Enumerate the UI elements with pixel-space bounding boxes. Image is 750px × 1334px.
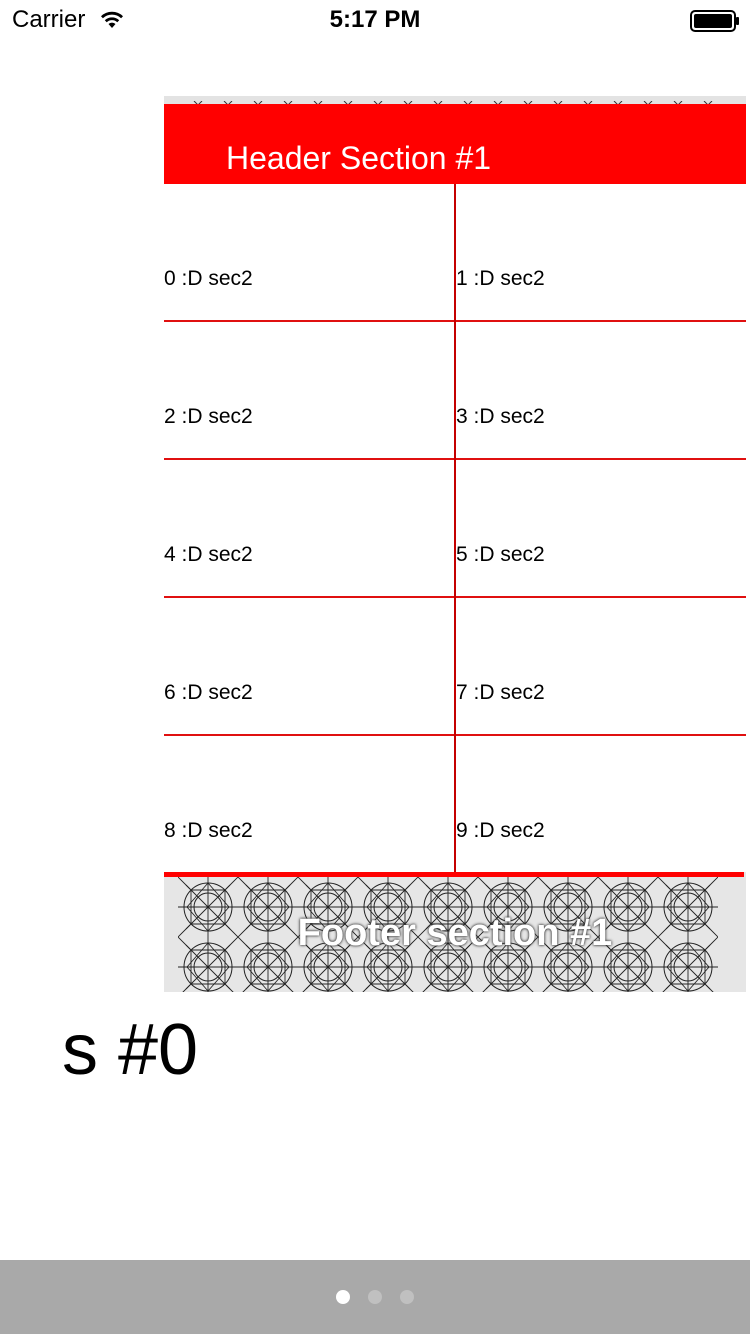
page-indicator-dot[interactable]: [400, 1290, 414, 1304]
pattern-background: [164, 96, 746, 104]
section-footer-title: Footer section #1: [297, 912, 613, 954]
grid-cell[interactable]: 0 :D sec2: [164, 184, 455, 322]
cell-label: 6 :D sec2: [164, 681, 253, 704]
section-footer: Footer section #1: [164, 872, 746, 992]
grid-cell[interactable]: 9 :D sec2: [456, 736, 747, 874]
page-control-bar: [0, 1260, 750, 1334]
cell-label: 4 :D sec2: [164, 543, 253, 566]
grid-cell[interactable]: 2 :D sec2: [164, 322, 455, 460]
battery-icon: [690, 10, 739, 32]
cell-label: 1 :D sec2: [456, 267, 545, 290]
grid-cell[interactable]: 4 :D sec2: [164, 460, 455, 598]
cell-label: 3 :D sec2: [456, 405, 545, 428]
page-indicator-dot-active[interactable]: [336, 1290, 350, 1304]
cell-label: 7 :D sec2: [456, 681, 545, 704]
grid-cell[interactable]: 8 :D sec2: [164, 736, 455, 874]
cell-label: 2 :D sec2: [164, 405, 253, 428]
grid-cell[interactable]: 3 :D sec2: [456, 322, 747, 460]
clock: 5:17 PM: [329, 6, 421, 33]
cell-label: 0 :D sec2: [164, 267, 253, 290]
page-indicator-dot[interactable]: [368, 1290, 382, 1304]
wifi-icon: [101, 11, 123, 28]
section-header: Header Section #1: [164, 104, 746, 184]
grid-cell[interactable]: 5 :D sec2: [456, 460, 747, 598]
cell-grid: 0 :D sec2 1 :D sec2 2 :D sec2 3 :D sec2 …: [164, 184, 746, 874]
grid-cell[interactable]: 7 :D sec2: [456, 598, 747, 736]
cell-label: 8 :D sec2: [164, 819, 253, 842]
page-title: s #0: [62, 1010, 199, 1090]
pattern-background: [178, 877, 718, 992]
cell-label: 5 :D sec2: [456, 543, 545, 566]
grid-cell[interactable]: 1 :D sec2: [456, 184, 747, 322]
footer-divider: [164, 872, 744, 877]
section-header-title: Header Section #1: [226, 140, 492, 176]
column-divider: [454, 184, 456, 874]
page-control[interactable]: [0, 1290, 750, 1304]
cell-label: 9 :D sec2: [456, 819, 545, 842]
collection-view[interactable]: Header Section #1 0 :D sec2 1 :D sec2 2 …: [164, 96, 746, 992]
grid-cell[interactable]: 6 :D sec2: [164, 598, 455, 736]
status-bar: Carrier 5:17 PM: [0, 0, 750, 40]
carrier-label: Carrier: [12, 6, 86, 33]
